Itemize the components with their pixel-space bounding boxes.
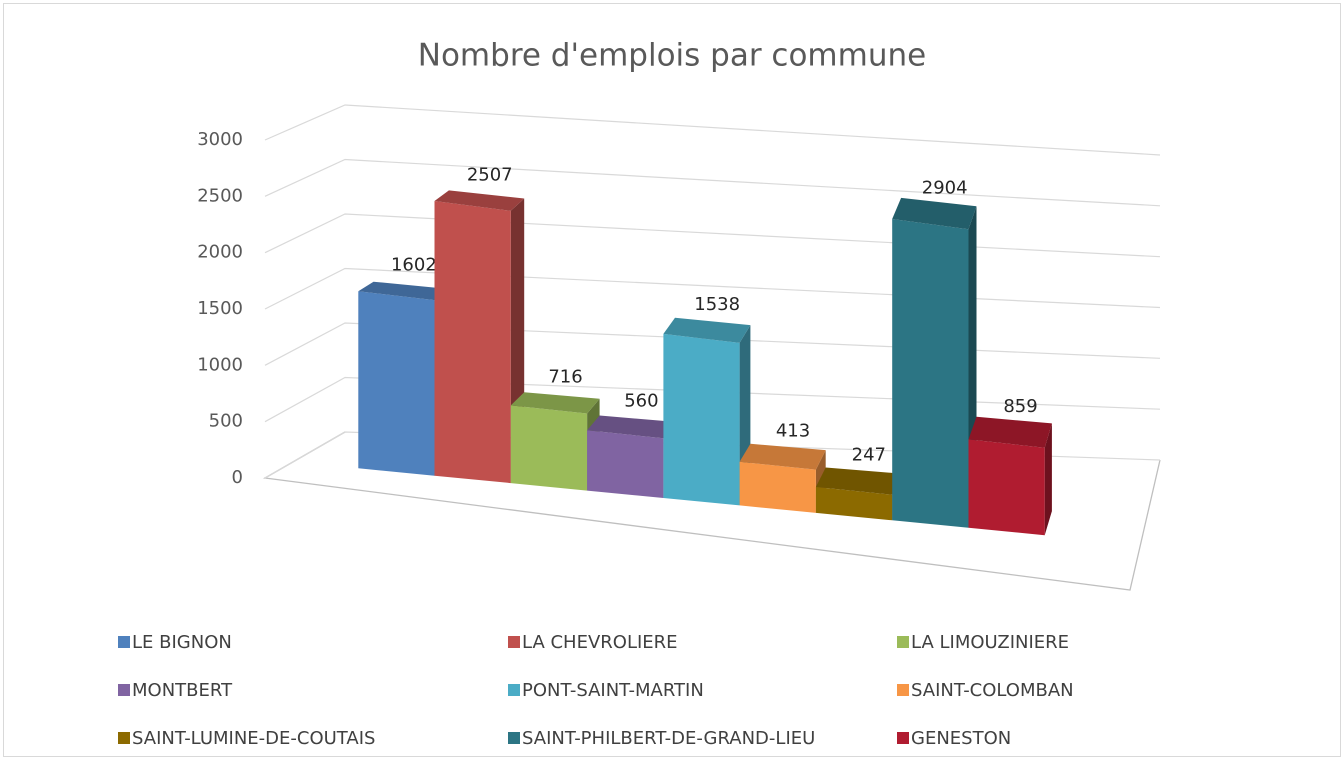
- bar: [434, 190, 525, 484]
- legend-label: MONTBERT: [132, 680, 233, 701]
- legend-label: LE BIGNON: [132, 632, 232, 653]
- chart-title: Nombre d'emplois par commune: [418, 38, 926, 74]
- bar-front: [510, 405, 588, 491]
- bar-front: [892, 219, 969, 528]
- y-tick-label: 1500: [197, 298, 243, 319]
- bar-top: [968, 416, 1052, 448]
- legend-swatch: [118, 636, 130, 648]
- bar: [739, 443, 826, 513]
- grid-line: [264, 213, 1161, 258]
- y-tick-label: 1000: [197, 354, 243, 375]
- y-tick-label: 500: [209, 411, 243, 432]
- legend-swatch: [508, 684, 520, 696]
- bar-top: [587, 415, 675, 439]
- grid-line: [264, 431, 1161, 479]
- bar: [892, 197, 977, 528]
- legend-swatch: [897, 636, 909, 648]
- data-label: 1602: [391, 255, 437, 276]
- data-label: 2904: [922, 177, 968, 198]
- legend-label: LA LIMOUZINIERE: [911, 632, 1069, 653]
- bar-front: [358, 291, 435, 476]
- bar: [587, 415, 675, 498]
- grid-line: [264, 158, 1161, 207]
- data-label: 1538: [694, 294, 740, 315]
- grid-line: [264, 104, 1161, 156]
- bar-top: [434, 190, 525, 211]
- bar-top: [815, 467, 902, 495]
- legend-label: SAINT-COLOMBAN: [911, 680, 1074, 701]
- legend-swatch: [508, 636, 520, 648]
- grid-line: [264, 376, 1161, 423]
- bar-top: [663, 317, 751, 343]
- bar-front: [663, 333, 740, 506]
- grid-line: [264, 322, 1161, 366]
- data-label: 2507: [467, 164, 513, 185]
- data-label: 413: [776, 420, 810, 441]
- bar-top: [892, 197, 977, 230]
- bar: [510, 392, 600, 491]
- bar-front: [815, 487, 893, 521]
- legend-swatch: [118, 684, 130, 696]
- y-tick-label: 3000: [197, 129, 243, 150]
- legend-swatch: [897, 732, 909, 744]
- bar-front: [434, 201, 511, 484]
- bar-top: [358, 281, 449, 301]
- legend-label: GENESTON: [911, 728, 1011, 749]
- legend-swatch: [508, 732, 520, 744]
- data-label: 560: [624, 390, 658, 411]
- y-tick-label: 2500: [197, 185, 243, 206]
- bar-front: [587, 430, 664, 498]
- bar-side: [1044, 423, 1052, 536]
- legend-label: LA CHEVROLIERE: [522, 632, 678, 653]
- bar: [815, 467, 902, 521]
- data-label: 716: [548, 366, 582, 387]
- y-tick-label: 2000: [197, 242, 243, 263]
- bar-top: [739, 443, 826, 470]
- legend-swatch: [118, 732, 130, 744]
- data-label: 859: [1003, 396, 1037, 417]
- data-label: 247: [852, 445, 886, 466]
- legend-label: SAINT-LUMINE-DE-COUTAIS: [132, 728, 375, 749]
- bar: [663, 317, 751, 506]
- bar: [968, 416, 1052, 536]
- bar-front: [739, 461, 816, 513]
- legend-swatch: [897, 684, 909, 696]
- bar-top: [510, 392, 600, 414]
- y-tick-label: 0: [232, 467, 243, 488]
- legend-label: PONT-SAINT-MARTIN: [522, 680, 704, 701]
- bar-front: [968, 439, 1045, 536]
- grid-line: [264, 267, 1161, 310]
- legend-label: SAINT-PHILBERT-DE-GRAND-LIEU: [522, 728, 815, 749]
